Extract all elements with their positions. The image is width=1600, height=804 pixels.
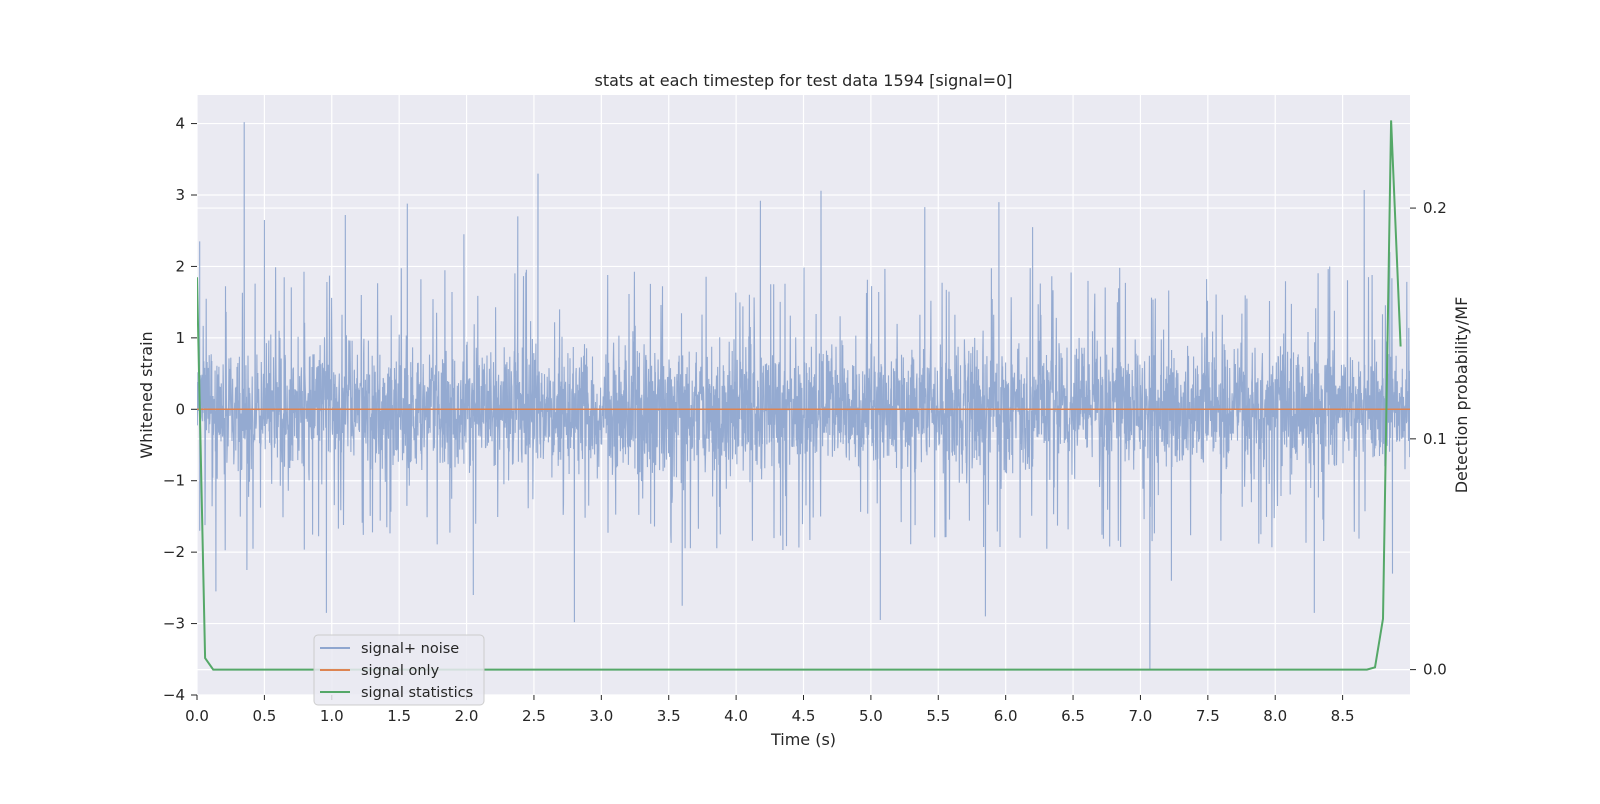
x-tick-label: 8.0: [1263, 707, 1287, 725]
x-tick-label: 3.0: [589, 707, 613, 725]
y-tick-label: 1: [175, 329, 185, 347]
x-tick-label: 5.0: [859, 707, 883, 725]
y-tick-label: 0: [175, 400, 185, 418]
x-tick-label: 1.5: [387, 707, 411, 725]
x-tick-label: 8.5: [1331, 707, 1355, 725]
y-tick-label: −4: [163, 686, 185, 704]
x-tick-label: 6.5: [1061, 707, 1085, 725]
x-tick-label: 4.0: [724, 707, 748, 725]
x-tick-label: 0.0: [185, 707, 209, 725]
x-tick-label: 4.5: [792, 707, 816, 725]
y2-axis-label: Detection probability/MF: [1452, 297, 1471, 494]
x-tick-label: 3.5: [657, 707, 681, 725]
y-tick-label: 4: [175, 115, 185, 133]
y-tick-label: 3: [175, 186, 185, 204]
x-axis-label: Time (s): [770, 730, 836, 749]
y2-tick-label: 0.1: [1423, 430, 1447, 448]
x-tick-label: 2.5: [522, 707, 546, 725]
y2-tick-label: 0.2: [1423, 199, 1447, 217]
legend-label: signal+ noise: [361, 641, 459, 657]
x-tick-label: 7.0: [1129, 707, 1153, 725]
y2-tick-label: 0.0: [1423, 661, 1447, 679]
y-tick-label: −3: [163, 615, 185, 633]
x-tick-label: 6.0: [994, 707, 1018, 725]
axis-ticks: 0.0 0.5 1.0 1.5 2.0 2.5 3.0 3.5 4.0 4.5 5.0 5.5 6.0 6…: [163, 115, 1447, 725]
chart-title: stats at each timestep for test data 159…: [594, 71, 1012, 90]
series-layer: [197, 120, 1410, 671]
legend-box: [313, 634, 485, 706]
x-tick-label: 5.5: [926, 707, 950, 725]
legend-label: signal only: [361, 663, 440, 679]
x-tick-label: 0.5: [252, 707, 276, 725]
x-tick-label: 7.5: [1196, 707, 1220, 725]
x-tick-label: 2.0: [455, 707, 479, 725]
series-signal-statistics-line: [197, 120, 1402, 671]
y-axis-label: Whitened strain: [137, 331, 156, 458]
y-tick-label: −2: [163, 543, 185, 561]
legend-label: signal statistics: [361, 685, 473, 701]
y-tick-label: 2: [175, 257, 185, 275]
x-tick-label: 1.0: [320, 707, 344, 725]
y-tick-label: −1: [163, 472, 185, 490]
legend: signal+ noise signal only signal statistic…: [313, 634, 485, 706]
